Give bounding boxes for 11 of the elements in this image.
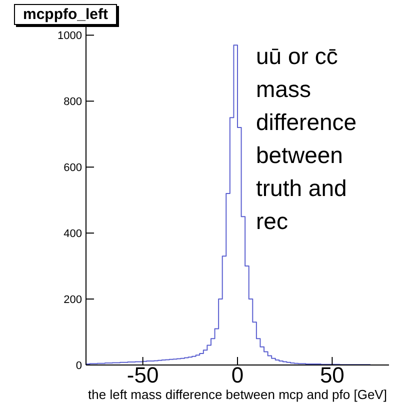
x-tick-label: 0 bbox=[231, 362, 244, 388]
y-tick-label: 1000 bbox=[58, 30, 82, 42]
y-tick-label: 400 bbox=[64, 228, 82, 240]
y-tick-label: 800 bbox=[64, 96, 82, 108]
x-tick-label: 50 bbox=[320, 362, 344, 388]
y-tick-label: 200 bbox=[64, 294, 82, 306]
annotation: uū or cc̄ mass difference between truth and rec bbox=[256, 42, 358, 236]
x-tick-label: -50 bbox=[126, 362, 159, 388]
y-tick-label: 600 bbox=[64, 162, 82, 174]
chart-title: mcppfo_left bbox=[14, 4, 118, 25]
x-axis-title: the left mass difference between mcp and pfo [GeV] bbox=[88, 387, 387, 402]
